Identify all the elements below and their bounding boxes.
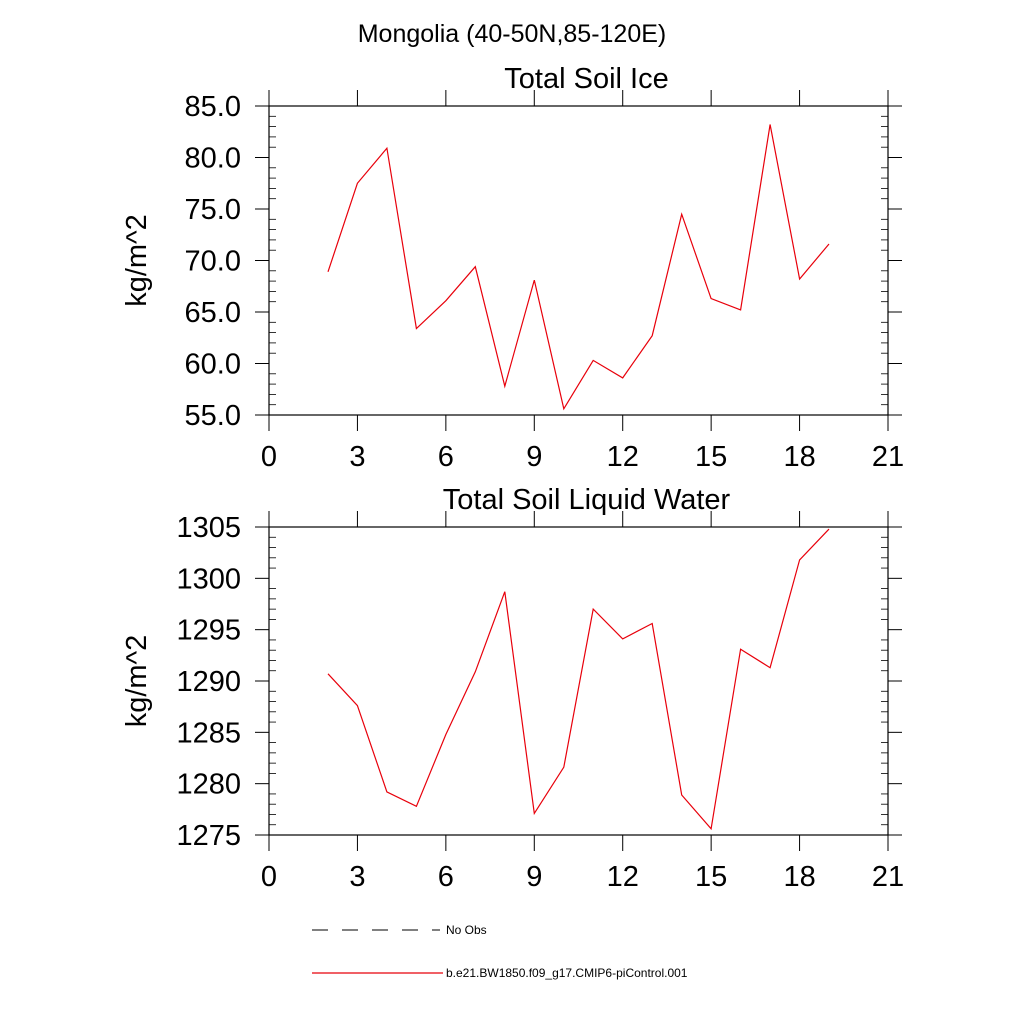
x-tick-label: 6 [438,441,454,473]
y-tick-label: 60.0 [185,349,241,381]
y-tick-label: 1275 [176,820,241,852]
x-tick-label: 0 [261,861,277,893]
y-tick-label: 55.0 [185,400,241,432]
y-tick-label: 70.0 [185,246,241,278]
series-line [328,125,829,409]
panel-title: Total Soil Ice [504,63,668,95]
x-tick-label: 0 [261,441,277,473]
figure-suptitle: Mongolia (40-50N,85-120E) [358,20,667,48]
y-tick-label: 1290 [176,666,241,698]
x-tick-label: 9 [526,441,542,473]
panel-title: Total Soil Liquid Water [443,484,731,516]
series-line [328,529,829,829]
plot-frame [269,106,888,415]
x-tick-label: 12 [607,861,639,893]
y-axis-label: kg/m^2 [121,635,153,728]
x-tick-label: 3 [349,861,365,893]
x-tick-label: 21 [872,441,904,473]
panel-total-soil-liquid-water: Total Soil Liquid Water 0 3 6 9 12 15 18 21 1275 1… [121,484,904,893]
y-tick-label: 65.0 [185,297,241,329]
x-tick-label: 3 [349,441,365,473]
y-tick-label: 1300 [176,563,241,595]
x-tick-label: 15 [695,861,727,893]
legend-label: b.e21.BW1850.f09_g17.CMIP6-piControl.001 [446,966,688,980]
x-tick-label: 18 [783,861,815,893]
x-tick-label: 9 [526,861,542,893]
y-tick-label: 1295 [176,615,241,647]
y-tick-label: 85.0 [185,91,241,123]
y-tick-label: 75.0 [185,194,241,226]
plot-frame [269,527,888,835]
y-tick-label: 80.0 [185,143,241,175]
y-axis-label: kg/m^2 [121,214,153,307]
x-tick-label: 6 [438,861,454,893]
y-tick-label: 1285 [176,717,241,749]
legend-label: No Obs [446,923,487,937]
y-tick-label: 1280 [176,769,241,801]
panel-total-soil-ice: Total Soil Ice 0 3 6 9 12 15 18 21 55.0 60.0 65.0 70… [121,63,904,473]
y-tick-label: 1305 [176,512,241,544]
x-tick-label: 18 [783,441,815,473]
x-tick-label: 12 [607,441,639,473]
x-tick-label: 15 [695,441,727,473]
x-tick-label: 21 [872,861,904,893]
legend: No Obs b.e21.BW1850.f09_g17.CMIP6-piContr… [312,923,688,980]
